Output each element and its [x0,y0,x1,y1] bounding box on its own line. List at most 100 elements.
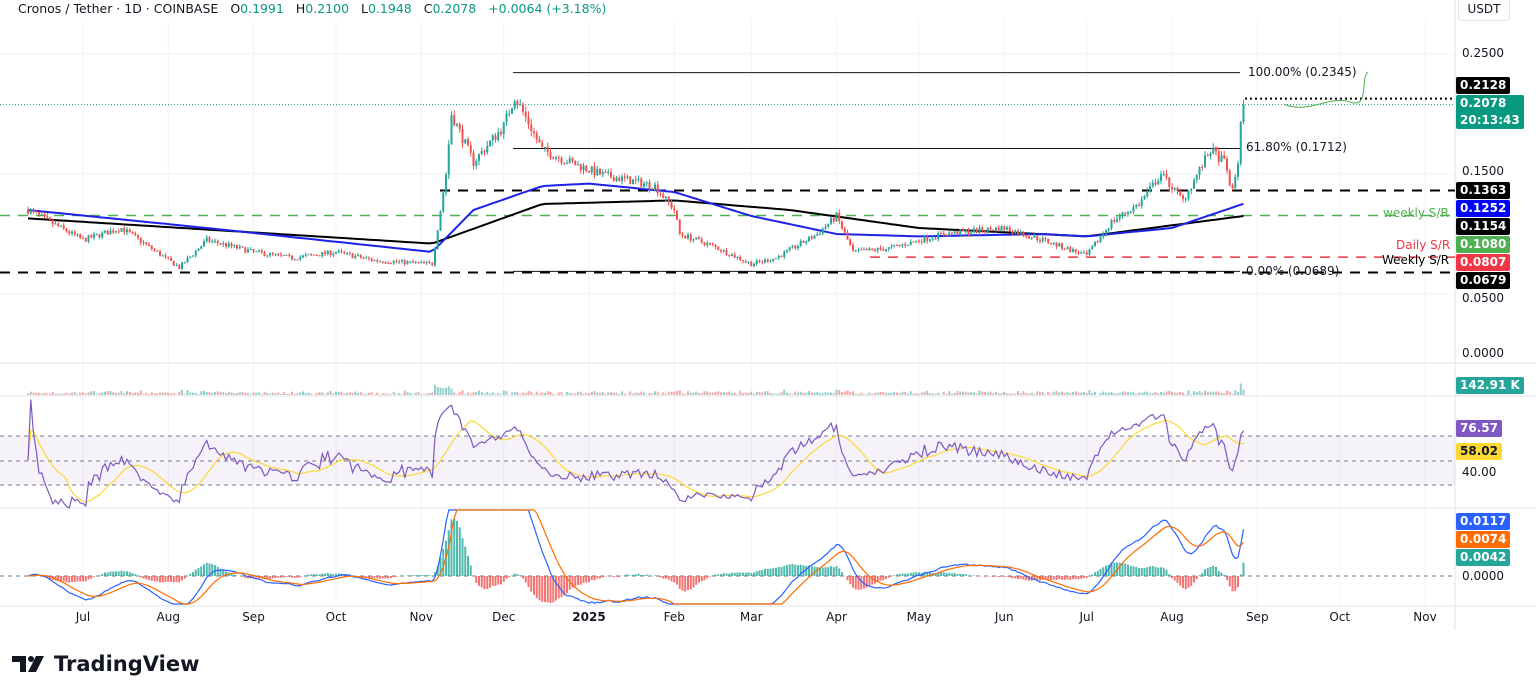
candle [637,178,640,181]
candle [560,158,563,163]
volume-bar [40,393,43,395]
macd-hist-bar [681,576,684,591]
candle [472,152,475,166]
rsi-ma-line [27,419,1244,503]
candle [406,261,409,265]
macd-hist-bar [816,567,819,576]
volume-bar [205,391,208,395]
macd-hist-bar [544,576,546,603]
volume-bar [84,393,87,395]
volume-bar [238,392,241,395]
candle [607,171,610,173]
macd-hist-bar [307,574,310,576]
candle [621,176,623,181]
macd-hist-bar [71,576,73,583]
candle [857,249,860,251]
macd-hist-bar [733,572,736,576]
volume-bar [387,394,390,395]
volume-bar [200,391,203,395]
candle [1138,204,1140,206]
macd-hist-bar [335,573,337,576]
macd-hist-bar [865,576,868,588]
macd-hist-bar [1226,576,1228,580]
candle [1228,170,1231,185]
volume-bar [1017,391,1019,395]
macd-hist-bar [673,576,676,583]
volume-bar [1019,393,1022,395]
change-value: +0.0064 (+3.18%) [488,1,607,16]
volume-bar [126,391,128,395]
macd-hist-bar [596,576,599,579]
macd-hist-bar [1080,576,1083,579]
volume-bar [1204,390,1206,395]
macd-hist-bar [1036,576,1039,581]
volume-bar [351,393,354,395]
candle [178,265,181,269]
tradingview-logo[interactable]: TradingView [12,652,199,676]
macd-hist-bar [442,548,445,576]
volume-bar [810,392,813,395]
candle [665,196,667,198]
forecast-path [1284,71,1369,108]
volume-bar [183,394,186,395]
macd-hist-bar [566,576,568,594]
macd-hist-bar [1033,576,1036,580]
macd-hist-bar [285,576,288,578]
candle [992,229,995,231]
candle [120,228,123,232]
macd-hist-bar [706,576,709,579]
candle [1165,173,1168,178]
volume-bar [717,391,720,395]
candle [706,243,709,246]
currency-button[interactable]: USDT [1458,0,1510,21]
candle [588,170,590,173]
macd-hist-bar [142,576,145,579]
macd-hist-bar [533,576,535,595]
close-value: 0.2078 [432,1,477,16]
macd-hist-bar [208,563,211,576]
volume-bar [687,391,689,395]
macd-hist-bar [973,575,975,576]
volume-bar [216,391,219,395]
volume-bar [728,391,731,395]
volume-bar [843,391,846,395]
volume-bar [549,391,552,395]
candle [148,244,150,246]
candle [566,162,568,164]
candle [304,254,307,256]
macd-hist-bar [68,576,71,583]
high-value: 0.2100 [305,1,350,16]
candle [428,262,431,264]
candle [1006,227,1008,230]
macd-hist-bar [282,576,285,578]
macd-hist-bar [274,576,277,579]
candle [150,245,153,250]
candle [659,193,662,195]
candle [417,261,420,263]
volume-bar [230,392,233,395]
macd-hist-bar [942,572,945,576]
candle [134,233,137,236]
volume-bar [299,392,302,395]
candle [1182,195,1184,199]
macd-hist-bar [456,520,458,576]
macd-hist-bar [491,576,494,586]
candle [962,229,964,232]
macd-hist-bar [178,576,181,583]
macd-hist-bar [967,575,970,576]
macd-hist-bar [1168,574,1171,576]
volume-bar [852,391,854,395]
volume-bar [942,391,945,395]
candle [379,261,381,263]
macd-hist-bar [1003,576,1006,577]
candle [610,171,612,178]
candle [277,253,280,255]
volume-bar [739,390,742,395]
candle [222,243,225,245]
volume-bar [403,390,406,395]
volume-bar [901,391,904,395]
candle [346,252,348,254]
candle [959,229,962,235]
candle [260,250,263,253]
